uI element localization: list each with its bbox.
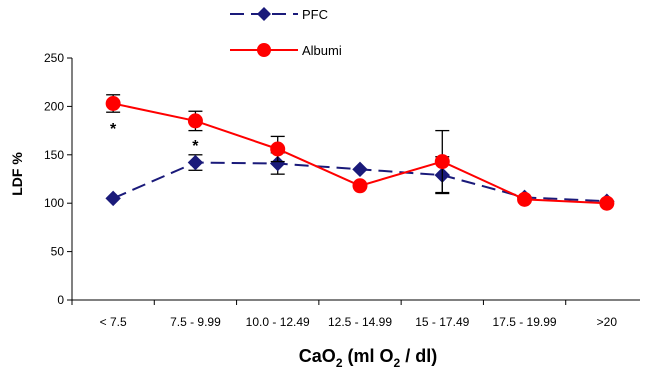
data-point-diamond <box>352 161 368 178</box>
significance-marker: * <box>192 138 199 155</box>
y-tick-label: 200 <box>44 99 64 113</box>
series-layer <box>105 94 615 211</box>
legend-diamond-icon <box>257 7 271 21</box>
y-tick-label: 250 <box>44 51 64 65</box>
legend-label: Albumi <box>302 43 342 58</box>
y-tick-label: 100 <box>44 196 64 210</box>
x-axis-title-mid: (ml O <box>343 346 394 366</box>
axes: 0 50 100 150 200 250 < 7.5 7.5 - 9.99 10.0 - 12.… <box>44 51 640 329</box>
legend-item-albumi: Albumi <box>230 43 342 58</box>
x-tick-label: 10.0 - 12.49 <box>246 315 310 329</box>
x-tick-label: 17.5 - 19.99 <box>493 315 557 329</box>
data-point-circle <box>599 195 615 211</box>
legend: PFC Albumi <box>230 7 342 58</box>
data-point-circle <box>105 95 121 111</box>
y-tick-label: 150 <box>44 148 64 162</box>
x-tick-label: < 7.5 <box>100 315 127 329</box>
significance-marker: * <box>110 121 117 138</box>
legend-item-pfc: PFC <box>230 7 328 22</box>
x-tick-label: 15 - 17.49 <box>415 315 469 329</box>
x-tick-label: 7.5 - 9.99 <box>170 315 221 329</box>
legend-label: PFC <box>302 7 328 22</box>
x-tick-label: >20 <box>597 315 618 329</box>
data-point-diamond <box>187 154 204 171</box>
y-tick-label: 0 <box>57 293 64 307</box>
x-axis-title-base: CaO <box>299 346 336 366</box>
y-tick-label: 50 <box>51 245 65 259</box>
x-tick-label: 12.5 - 14.99 <box>328 315 392 329</box>
series-albumi <box>105 94 615 211</box>
x-axis-title: CaO2 (ml O2 / dl) <box>299 346 437 368</box>
legend-circle-icon <box>257 43 271 57</box>
x-axis-title-sub2: 2 <box>394 356 401 368</box>
data-point-circle <box>517 191 533 207</box>
x-axis-title-tail: / dl) <box>400 346 437 366</box>
data-point-circle <box>352 178 368 194</box>
data-point-circle <box>270 141 286 157</box>
data-point-circle <box>187 113 203 129</box>
y-axis-title: LDF % <box>9 152 25 196</box>
data-point-circle <box>434 154 450 170</box>
annotation-layer: ** <box>110 121 199 155</box>
data-point-diamond <box>105 190 121 207</box>
x-axis-title-sub1: 2 <box>336 356 343 368</box>
